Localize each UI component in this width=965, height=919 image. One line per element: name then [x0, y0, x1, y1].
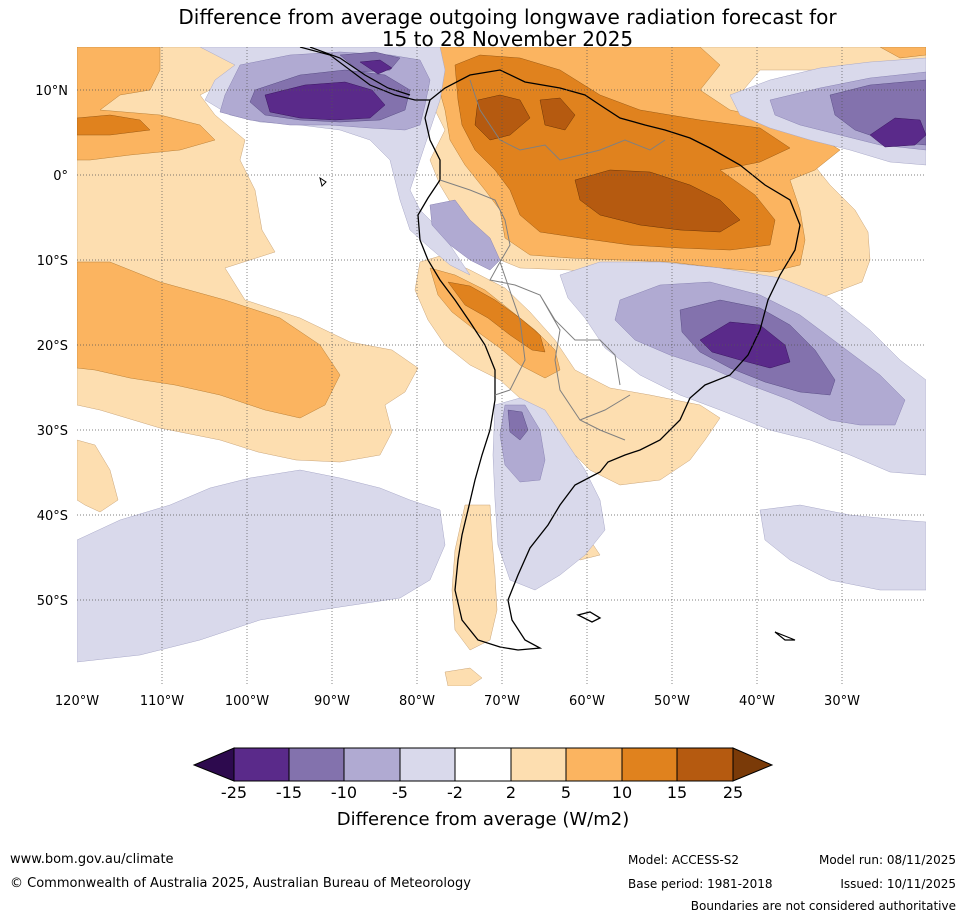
graticule [77, 47, 926, 686]
colorbar-tick-label: -10 [331, 783, 357, 802]
colorbar-bin [343, 747, 401, 782]
colorbar-tick-label: 15 [667, 783, 687, 802]
colorbar-bin [565, 747, 623, 782]
lon-label: 60°W [569, 694, 605, 709]
colorbar-extend-low [192, 747, 235, 782]
lon-label: 80°W [399, 694, 435, 709]
negative-anomaly-region [759, 504, 926, 591]
lon-label: 90°W [314, 694, 350, 709]
falkland-islands [576, 611, 602, 623]
website-link[interactable]: www.bom.gov.au/climate [10, 852, 174, 867]
negative-anomaly-region [264, 81, 386, 121]
positive-anomaly-region [451, 504, 498, 651]
colorbar-bin [621, 747, 678, 782]
negative-anomaly-region [507, 409, 529, 441]
colorbar-tick-label: 10 [612, 783, 632, 802]
colorbar-extend-high [732, 747, 774, 782]
colorbar-tick-label: -5 [392, 783, 408, 802]
colorbar-bin [454, 747, 512, 782]
lon-label: 70°W [484, 694, 520, 709]
colorbar-bin [399, 747, 456, 782]
negative-anomaly-region [359, 59, 393, 75]
positive-anomaly-region [77, 114, 151, 136]
lon-label: 110°W [140, 694, 184, 709]
colorbar-bin [510, 747, 567, 782]
map-title-line-2: 15 to 28 November 2025 [381, 27, 634, 51]
lat-label: 20°S [37, 339, 68, 354]
south-georgia-island [774, 631, 796, 641]
colorbar-tick-label: -25 [221, 783, 247, 802]
country-borders [439, 79, 666, 441]
lat-label: 10°N [35, 84, 68, 99]
positive-anomaly-region [539, 97, 576, 131]
lat-label: 40°S [37, 509, 68, 524]
lat-label: 0° [53, 169, 68, 184]
positive-anomaly-region [474, 94, 531, 141]
positive-anomaly-region [444, 667, 483, 686]
lat-label: 50°S [37, 594, 68, 609]
latitude-labels: 10°N 0° 10°S 20°S 30°S 40°S 50°S [35, 84, 68, 609]
colorbar-tick-label: -15 [276, 783, 302, 802]
positive-anomaly-region [77, 439, 119, 513]
lat-label: 10°S [37, 254, 68, 269]
negative-anomaly-region [699, 321, 791, 369]
colorbar-bin [233, 747, 290, 782]
negative-anomaly-region [869, 117, 926, 148]
colorbar-tick-label: 25 [723, 783, 743, 802]
issued-date: Issued: 10/11/2025 [840, 877, 956, 891]
positive-anomaly-region [447, 281, 546, 353]
copyright-notice: © Commonwealth of Australia 2025, Austra… [10, 876, 471, 891]
lon-label: 100°W [225, 694, 269, 709]
lon-label: 50°W [654, 694, 690, 709]
map-title-line-1: Difference from average outgoing longwav… [178, 5, 837, 29]
model-name: Model: ACCESS-S2 [628, 853, 740, 867]
lon-label: 30°W [824, 694, 860, 709]
lat-label: 30°S [37, 424, 68, 439]
positive-anomaly-region [879, 47, 926, 59]
colorbar-tick-label: 2 [506, 783, 516, 802]
lon-label: 120°W [55, 694, 99, 709]
positive-anomaly-region [574, 169, 741, 233]
anomaly-field [77, 47, 926, 686]
boundaries-disclaimer: Boundaries are not considered authoritat… [690, 899, 956, 913]
galapagos-islands [319, 176, 327, 187]
negative-anomaly-region [77, 469, 446, 663]
positive-anomaly-region [77, 261, 341, 419]
colorbar-bin [288, 747, 345, 782]
longitude-labels: 120°W 110°W 100°W 90°W 80°W 70°W 60°W 50… [55, 694, 860, 709]
colorbar-bin [676, 747, 734, 782]
negative-anomaly-region [429, 199, 501, 271]
colorbar-tick-label: 5 [561, 783, 571, 802]
lon-label: 40°W [739, 694, 775, 709]
colorbar-label: Difference from average (W/m2) [337, 809, 629, 830]
model-run-date: Model run: 08/11/2025 [818, 853, 956, 867]
colorbar-tick-label: -2 [447, 783, 463, 802]
color-bar-legend: -25 -15 -10 -5 -2 2 5 10 15 25 Differenc… [192, 747, 774, 830]
base-period: Base period: 1981-2018 [628, 877, 773, 891]
